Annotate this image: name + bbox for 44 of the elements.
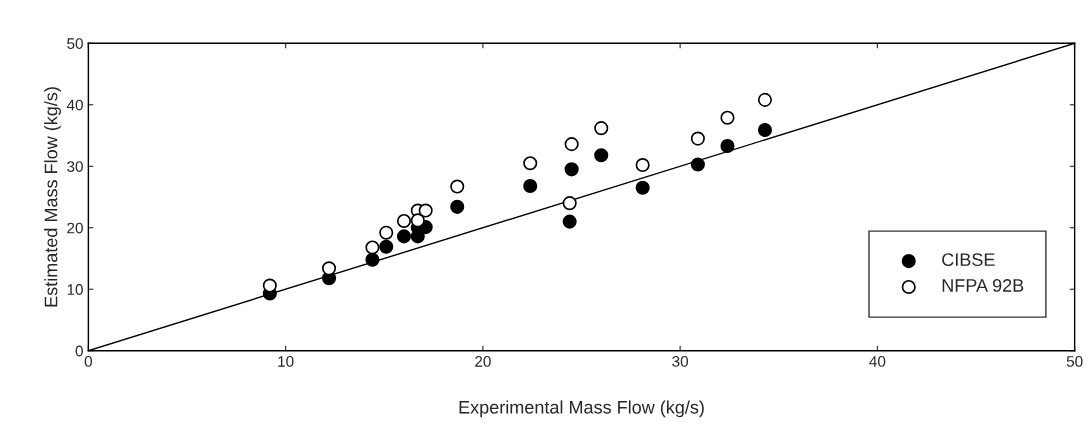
point [562, 196, 577, 211]
point [757, 92, 772, 107]
x-tick-label: 20 [475, 355, 491, 367]
x-tick-label: 40 [869, 355, 886, 367]
point [321, 261, 337, 276]
point [720, 138, 735, 154]
point [396, 229, 412, 244]
y-tick-label: 30 [67, 161, 83, 172]
point [450, 179, 465, 194]
legend-label: CIBSE [942, 253, 995, 267]
y-tick-label: 50 [67, 38, 83, 49]
point [564, 137, 579, 152]
point [365, 240, 380, 255]
point [523, 178, 538, 193]
y-tick-label: 0 [75, 345, 83, 357]
point [594, 148, 609, 163]
point [690, 157, 705, 172]
point [594, 121, 609, 136]
point [410, 213, 425, 228]
point [720, 110, 735, 125]
point [757, 122, 772, 138]
point [396, 213, 412, 229]
point [564, 162, 579, 177]
x-tick-label: 50 [1066, 355, 1083, 367]
point [450, 199, 465, 214]
point [562, 214, 577, 229]
point [418, 203, 433, 218]
y-tick-label: 10 [67, 284, 83, 295]
x-tick-label: 10 [278, 355, 294, 367]
point [635, 157, 650, 173]
legend-label: NFPA 92B [942, 279, 1024, 292]
point [365, 252, 380, 267]
y-axis-title: Estimated Mass Flow (kg/s) [44, 87, 61, 307]
point [262, 278, 277, 293]
point [690, 131, 705, 146]
x-tick-label: 0 [84, 355, 93, 367]
y-tick-label: 20 [67, 222, 83, 234]
y-tick-label: 40 [66, 99, 83, 111]
x-tick-label: 30 [672, 355, 689, 367]
point [635, 180, 650, 195]
point [379, 225, 394, 240]
point [379, 239, 394, 254]
point [523, 156, 538, 171]
x-axis-title: Experimental Mass Flow (kg/s) [459, 400, 704, 418]
